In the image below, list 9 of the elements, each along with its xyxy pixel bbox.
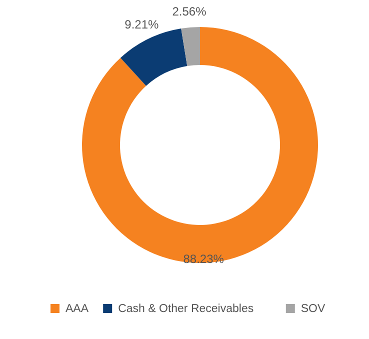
- data-label: 9.21%: [124, 17, 160, 32]
- legend-label: AAA: [66, 303, 89, 315]
- data-label: 2.56%: [172, 4, 207, 18]
- legend-label: Cash & Other Receivables: [118, 303, 254, 315]
- donut-slice: [82, 27, 318, 263]
- data-label: 88.23%: [183, 252, 224, 266]
- donut-slice: [181, 27, 200, 66]
- legend-label: SOV: [300, 303, 326, 315]
- donut-slice: [120, 28, 188, 86]
